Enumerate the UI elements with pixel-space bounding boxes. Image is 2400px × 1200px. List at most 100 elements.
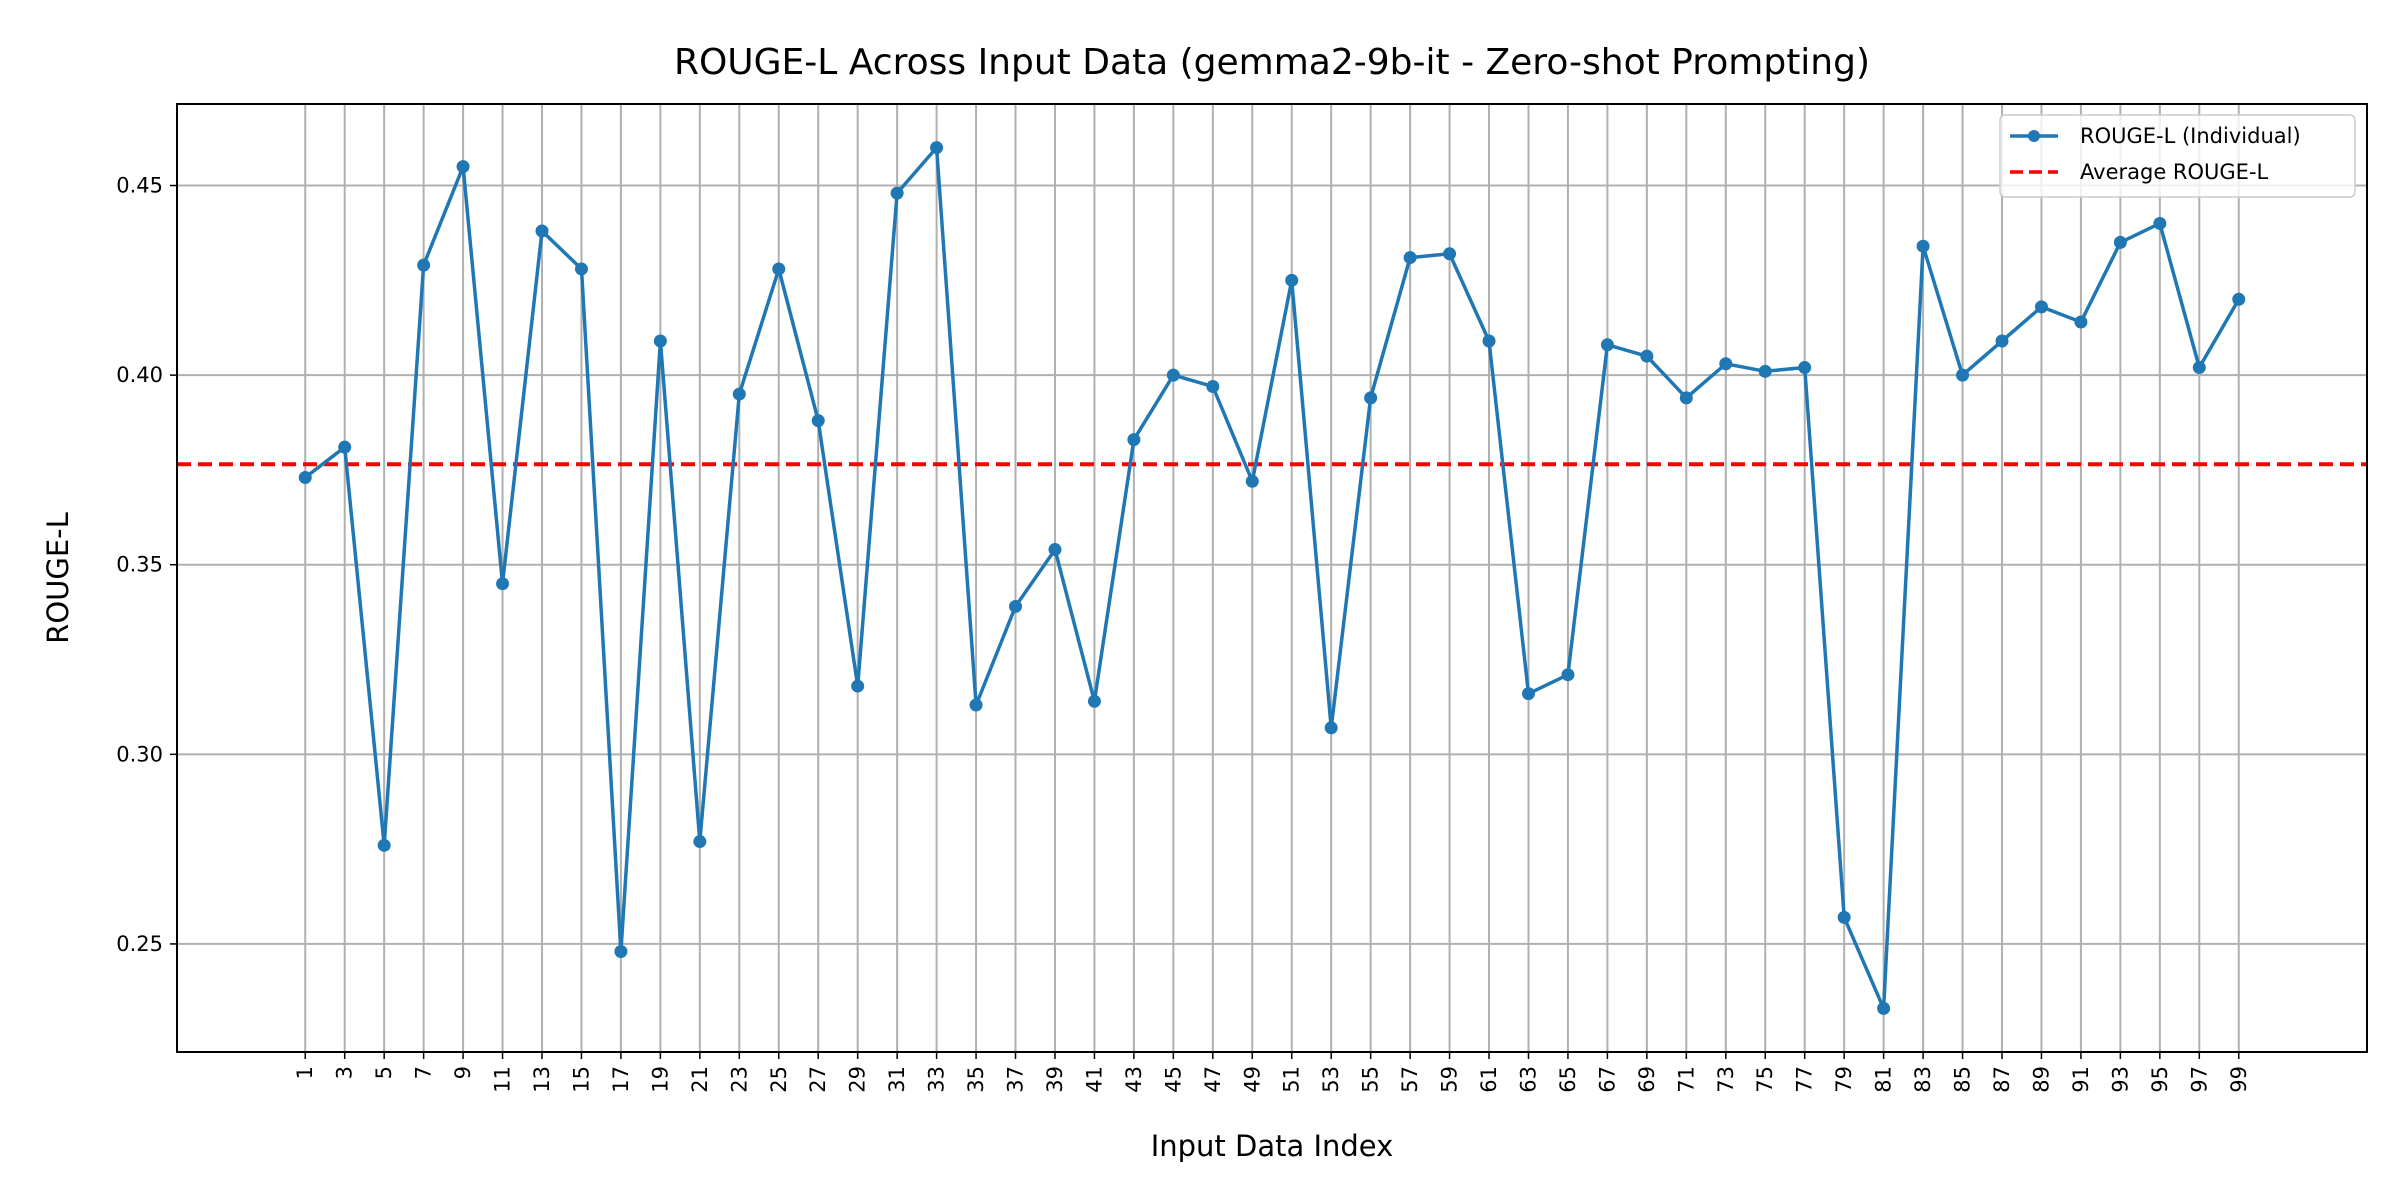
data-point <box>1719 357 1733 371</box>
y-tick-label: 0.45 <box>116 174 163 198</box>
x-tick-label: 83 <box>1911 1066 1935 1093</box>
x-tick-label: 49 <box>1240 1066 1264 1093</box>
x-tick-label: 1 <box>293 1066 317 1079</box>
data-point <box>1166 368 1180 382</box>
x-tick-label: 71 <box>1674 1066 1698 1093</box>
data-point <box>338 440 352 454</box>
x-tick-label: 57 <box>1398 1066 1422 1093</box>
data-point <box>1324 721 1338 735</box>
series-layer <box>298 141 2246 1015</box>
data-point <box>1285 273 1299 287</box>
x-tick-label: 87 <box>1990 1066 2014 1093</box>
x-tick-label: 85 <box>1951 1066 1975 1093</box>
x-tick-label: 27 <box>806 1066 830 1093</box>
data-point <box>2034 300 2048 314</box>
x-tick-label: 81 <box>1872 1066 1896 1093</box>
data-point <box>851 679 865 693</box>
data-point <box>456 160 470 174</box>
data-point <box>1009 599 1023 613</box>
x-tick-label: 33 <box>925 1066 949 1093</box>
x-tick-label: 79 <box>1832 1066 1856 1093</box>
x-tick-label: 55 <box>1359 1066 1383 1093</box>
data-point <box>1482 334 1496 348</box>
legend-series-marker <box>2028 130 2040 142</box>
x-tick-label: 13 <box>530 1066 554 1093</box>
data-point <box>1837 910 1851 924</box>
data-point <box>2113 235 2127 249</box>
data-point <box>1758 364 1772 378</box>
data-point <box>1877 1001 1891 1015</box>
data-point <box>574 262 588 276</box>
chart-title: ROUGE-L Across Input Data (gemma2-9b-it … <box>674 42 1870 83</box>
x-tick-label: 29 <box>846 1066 870 1093</box>
y-ticks: 0.25 0.30 0.35 0.40 0.45 <box>116 174 177 956</box>
x-tick-label: 89 <box>2029 1066 2053 1093</box>
data-point <box>732 387 746 401</box>
data-point <box>811 414 825 428</box>
x-tick-label: 3 <box>333 1066 357 1079</box>
legend-series-label: ROUGE-L (Individual) <box>2080 124 2301 148</box>
x-tick-label: 15 <box>569 1066 593 1093</box>
data-point <box>969 698 983 712</box>
y-tick-label: 0.40 <box>116 363 163 387</box>
x-axis-label: Input Data Index <box>1151 1129 1394 1163</box>
x-tick-label: 23 <box>727 1066 751 1093</box>
data-point <box>1403 251 1417 265</box>
y-tick-label: 0.25 <box>116 932 163 956</box>
x-tick-label: 61 <box>1477 1066 1501 1093</box>
data-point <box>1443 247 1457 261</box>
x-tick-label: 97 <box>2187 1066 2211 1093</box>
x-tick-label: 67 <box>1595 1066 1619 1093</box>
x-tick-label: 99 <box>2227 1066 2251 1093</box>
x-tick-label: 63 <box>1516 1066 1540 1093</box>
data-point <box>693 835 707 849</box>
legend-box <box>1999 114 2356 198</box>
data-point <box>1048 543 1062 557</box>
x-tick-label: 45 <box>1161 1066 1185 1093</box>
data-point <box>2153 216 2167 230</box>
data-point <box>772 262 786 276</box>
data-point <box>377 838 391 852</box>
data-point <box>1956 368 1970 382</box>
data-point <box>1679 391 1693 405</box>
x-tick-label: 19 <box>648 1066 672 1093</box>
series-line <box>304 145 2241 1011</box>
data-point <box>1364 391 1378 405</box>
data-point <box>2192 361 2206 375</box>
data-point <box>1087 694 1101 708</box>
x-tick-label: 43 <box>1122 1066 1146 1093</box>
data-point <box>1995 334 2009 348</box>
data-point <box>1640 349 1654 363</box>
legend: ROUGE-L (Individual) Average ROUGE-L <box>1999 114 2356 198</box>
x-tick-label: 93 <box>2108 1066 2132 1093</box>
data-point <box>1916 239 1930 253</box>
x-tick-label: 73 <box>1714 1066 1738 1093</box>
x-tick-label: 5 <box>372 1066 396 1079</box>
x-tick-label: 17 <box>609 1066 633 1093</box>
y-tick-label: 0.35 <box>116 553 163 577</box>
x-tick-label: 65 <box>1556 1066 1580 1093</box>
x-tick-label: 9 <box>451 1066 475 1079</box>
plot-frame <box>176 103 2368 1053</box>
x-tick-label: 21 <box>688 1066 712 1093</box>
x-tick-label: 37 <box>1004 1066 1028 1093</box>
x-tick-label: 25 <box>767 1066 791 1093</box>
legend-average-label: Average ROUGE-L <box>2080 160 2269 184</box>
data-point <box>496 577 510 591</box>
y-tick-label: 0.30 <box>116 742 163 766</box>
x-tick-label: 91 <box>2069 1066 2093 1093</box>
data-point <box>1600 338 1614 352</box>
data-point <box>2074 315 2088 329</box>
x-tick-label: 41 <box>1082 1066 1106 1093</box>
x-tick-label: 69 <box>1635 1066 1659 1093</box>
grid-lines <box>177 104 2367 1052</box>
data-point <box>535 224 549 238</box>
x-tick-label: 75 <box>1753 1066 1777 1093</box>
data-point <box>1206 380 1220 394</box>
x-tick-label: 59 <box>1438 1066 1462 1093</box>
data-point <box>298 471 312 485</box>
y-axis-label: ROUGE-L <box>41 512 75 644</box>
data-point <box>1798 361 1812 375</box>
x-tick-label: 95 <box>2148 1066 2172 1093</box>
x-tick-label: 11 <box>491 1066 515 1093</box>
